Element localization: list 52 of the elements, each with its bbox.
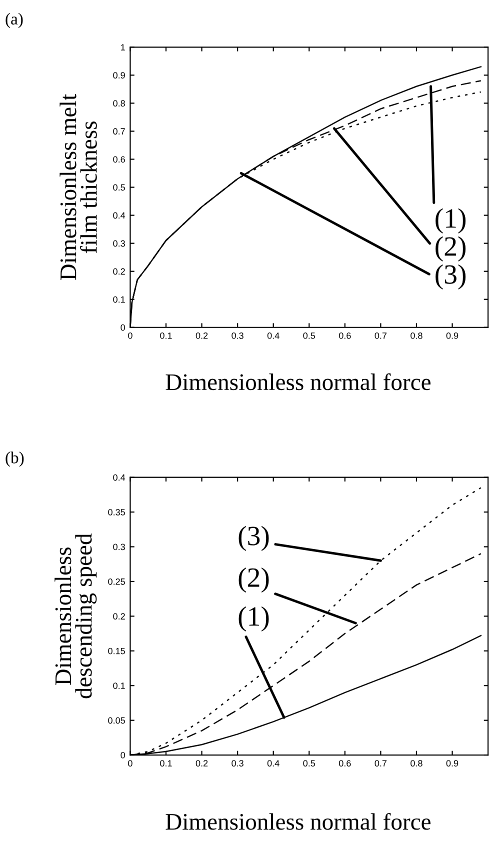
y-tick-label: 0.5 [113,184,125,191]
annotation: (3) [238,526,269,552]
y-tick-label: 0 [120,324,125,331]
y-tick-label: 0.25 [108,578,125,585]
x-tick-label: 0.5 [303,332,316,339]
x-tick-label: 0.2 [196,760,208,767]
x-tick-label: 0.4 [267,760,280,767]
y-tick-label: 0 [120,752,125,758]
y-tick-label: 0.6 [113,156,125,163]
annotation: (1) [436,208,466,234]
x-tick-label: 0.3 [232,332,244,339]
x-axis-title: Dimensionless normal force [166,373,430,390]
y-tick-label: 0.8 [113,100,125,107]
x-tick-label: 0 [128,332,132,339]
y-tick-label: 0.1 [113,296,125,303]
x-tick-label: 0.9 [446,760,458,767]
y-tick-label: 0.3 [113,544,125,550]
y-tick-label: 0.2 [113,613,125,620]
y-tick-label: 0.4 [113,212,126,219]
x-tick-label: 0.1 [160,332,172,339]
x-tick-label: 0.6 [338,760,351,767]
x-tick-label: 0.7 [374,332,387,339]
y-tick-label: 1 [121,44,125,50]
x-tick-label: 0.1 [160,760,172,767]
y-axis-title: Dimensionless descending speed [54,534,97,698]
y-tick-label: 0.35 [108,509,125,516]
y-tick-label: 0.1 [113,682,125,689]
chart-title: (a) [6,12,23,28]
x-tick-label: 0.3 [232,760,244,767]
y-tick-label: 0.3 [113,240,125,247]
y-tick-label: 0.15 [108,648,125,654]
x-tick-label: 0.2 [196,332,208,339]
y-tick-label: 0.2 [113,268,125,275]
y-tick-label: 0.9 [113,72,125,79]
y-tick-label: 0.4 [113,474,126,481]
x-tick-label: 0.7 [374,760,387,767]
y-tick-label: 0.05 [108,717,125,724]
chart-title: (b) [6,452,24,467]
y-tick-label: 0.7 [113,128,125,135]
x-axis-title: Dimensionless normal force [166,812,430,830]
y-axis-title: Dimensionless melt film thickness [60,94,97,280]
annotation: (2) [436,236,466,262]
x-tick-label: 0.5 [303,760,316,767]
x-tick-label: 0.9 [446,332,458,339]
x-tick-label: 0.6 [338,332,351,339]
x-tick-label: 0.8 [410,332,422,339]
x-tick-label: 0 [128,760,132,767]
annotation: (1) [238,606,269,632]
x-tick-label: 0.8 [410,760,422,767]
annotation: (2) [238,567,269,593]
annotation: (3) [436,264,466,290]
x-tick-label: 0.4 [267,332,280,339]
